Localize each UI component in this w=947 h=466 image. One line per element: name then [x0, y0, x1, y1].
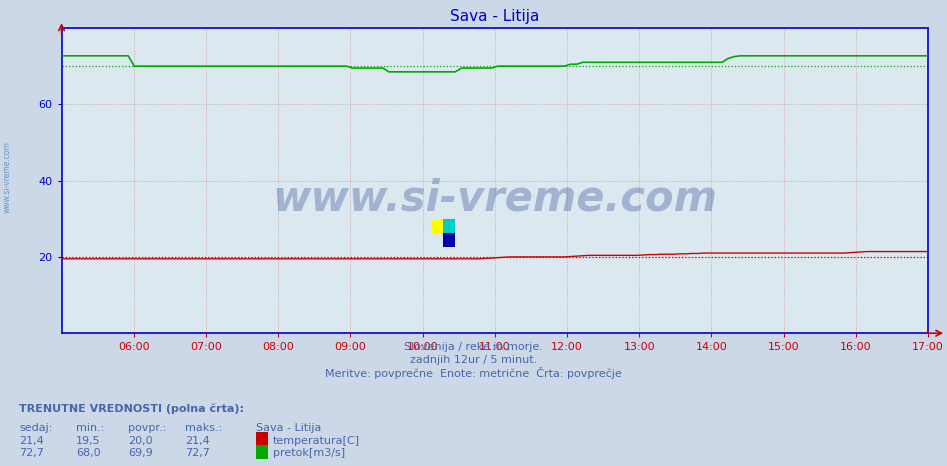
Text: min.:: min.: [76, 423, 104, 433]
Text: povpr.:: povpr.: [128, 423, 166, 433]
Text: maks.:: maks.: [185, 423, 222, 433]
Bar [443, 219, 455, 233]
Text: 72,7: 72,7 [185, 448, 209, 458]
Text: sedaj:: sedaj: [19, 423, 52, 433]
Text: 72,7: 72,7 [19, 448, 44, 458]
Text: 20,0: 20,0 [128, 436, 152, 445]
Text: 21,4: 21,4 [185, 436, 209, 445]
Text: 68,0: 68,0 [76, 448, 100, 458]
Text: temperatura[C]: temperatura[C] [273, 436, 360, 445]
Text: www.si-vreme.com: www.si-vreme.com [3, 141, 12, 213]
Title: Sava - Litija: Sava - Litija [450, 9, 540, 24]
Bar [431, 219, 443, 233]
Text: www.si-vreme.com: www.si-vreme.com [273, 178, 717, 220]
Text: Sava - Litija: Sava - Litija [256, 423, 321, 433]
Text: 69,9: 69,9 [128, 448, 152, 458]
Text: Meritve: povprečne  Enote: metrične  Črta: povprečje: Meritve: povprečne Enote: metrične Črta:… [325, 367, 622, 379]
Text: pretok[m3/s]: pretok[m3/s] [273, 448, 345, 458]
Text: 19,5: 19,5 [76, 436, 100, 445]
Text: zadnjih 12ur / 5 minut.: zadnjih 12ur / 5 minut. [410, 355, 537, 365]
Text: TRENUTNE VREDNOSTI (polna črta):: TRENUTNE VREDNOSTI (polna črta): [19, 404, 244, 414]
Text: 21,4: 21,4 [19, 436, 44, 445]
Bar [443, 233, 455, 247]
Text: Slovenija / reke in morje.: Slovenija / reke in morje. [404, 342, 543, 352]
